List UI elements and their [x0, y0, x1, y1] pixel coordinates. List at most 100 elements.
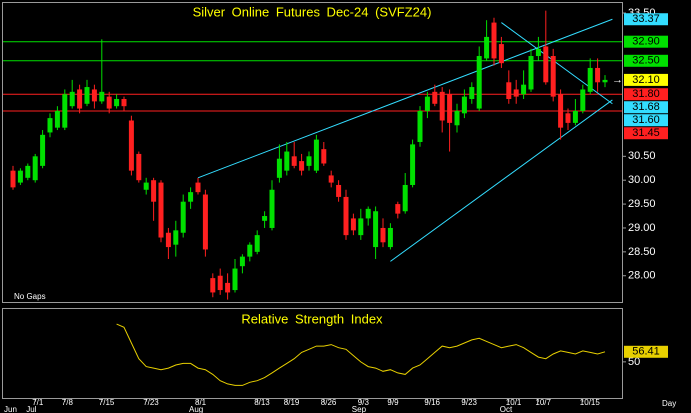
candle-body	[128, 120, 134, 171]
candle-body	[350, 218, 356, 231]
candle-body	[17, 170, 23, 183]
candle-body	[262, 216, 268, 221]
y-tick-label: 29.50	[628, 198, 656, 210]
month-label: Sep	[352, 405, 367, 413]
candle-body	[424, 96, 430, 111]
x-tick-label: 8/1	[195, 398, 207, 407]
candle-body	[454, 110, 460, 126]
candle-body	[321, 149, 327, 164]
price-box-label: 33.37	[632, 13, 660, 25]
candle-body	[47, 118, 53, 133]
candle-body	[173, 230, 179, 245]
candle-body	[77, 89, 83, 109]
candle-body	[513, 89, 519, 97]
candle-body	[395, 204, 401, 214]
candle-body	[558, 94, 564, 128]
price-box-label: 32.50	[632, 55, 660, 67]
price-box	[624, 114, 668, 127]
trendline	[390, 99, 613, 262]
candle-body	[99, 91, 105, 102]
price-box-label: 31.80	[632, 88, 660, 100]
candle-body	[469, 87, 475, 100]
candle-body	[151, 180, 157, 202]
candle-body	[91, 89, 97, 102]
x-tick-label: 7/1	[32, 398, 44, 407]
value-box	[624, 345, 668, 358]
price-box	[624, 73, 668, 86]
candle-body	[580, 89, 586, 111]
candle-body	[158, 182, 164, 238]
candle-body	[595, 67, 601, 83]
candle-body	[69, 91, 75, 107]
candle-body	[143, 182, 149, 190]
candle-body	[62, 94, 68, 128]
candle-body	[336, 184, 342, 197]
y-tick-label: 30.50	[628, 150, 656, 162]
candle-body	[106, 96, 112, 109]
candle-body	[521, 84, 527, 95]
month-label: Oct	[500, 405, 513, 413]
candle-body	[32, 156, 38, 181]
x-tick-label: 9/9	[387, 398, 399, 407]
candle-body	[328, 175, 334, 183]
x-tick-label: 8/26	[321, 398, 337, 407]
candle-body	[276, 158, 282, 178]
price-box	[624, 127, 668, 140]
price-box	[624, 101, 668, 114]
x-tick-label: 10/15	[580, 398, 601, 407]
candle-body	[343, 196, 349, 236]
x-tick-label: 7/8	[62, 398, 74, 407]
chart-title: Silver Online Futures Dec-24 (SVFZ24)	[193, 4, 432, 19]
y-tick-label: 28.00	[628, 270, 656, 282]
candle-body	[410, 144, 416, 185]
candle-body	[528, 56, 534, 90]
candle-body	[217, 275, 223, 291]
rsi-value-box: 56.41	[624, 346, 668, 358]
candle-body	[306, 156, 312, 166]
candle-body	[269, 189, 275, 228]
candle-body	[10, 170, 16, 188]
x-tick-label: 9/3	[358, 398, 370, 407]
x-tick-label: 7/15	[99, 398, 115, 407]
price-box	[624, 35, 668, 48]
candle-body	[380, 227, 386, 243]
candle-body	[239, 256, 245, 267]
x-tick-label: 8/19	[284, 398, 300, 407]
month-label: Jul	[26, 405, 36, 413]
candle-body	[506, 82, 512, 100]
candle-body	[25, 165, 31, 178]
x-tick-label: 10/1	[506, 398, 522, 407]
candle-body	[40, 134, 46, 166]
rsi-panel	[2, 308, 623, 399]
price-box-label: 32.90	[632, 36, 660, 48]
price-box	[624, 54, 668, 67]
candle-body	[180, 201, 186, 233]
price-box-label: 32.10	[632, 74, 660, 86]
price-box	[624, 13, 668, 26]
y-tick-label: 29.00	[628, 222, 656, 234]
candle-body	[313, 139, 319, 171]
candle-body	[387, 227, 393, 248]
candle-body	[136, 153, 142, 181]
candle-body	[54, 110, 60, 128]
candle-body	[432, 91, 438, 104]
candle-body	[114, 99, 120, 107]
candle-body	[587, 67, 593, 92]
candle-body	[195, 182, 201, 193]
price-box-label: 31.68	[632, 101, 660, 113]
candle-body	[358, 218, 364, 236]
x-tick-label: 9/23	[461, 398, 477, 407]
candle-body	[535, 48, 541, 57]
rsi-line	[116, 323, 606, 386]
month-label: Aug	[189, 405, 203, 413]
candle-body	[484, 36, 490, 59]
price-panel	[2, 2, 623, 303]
candle-body	[373, 211, 379, 248]
candle-body	[550, 56, 556, 97]
candle-body	[565, 113, 571, 123]
candle-body	[572, 110, 578, 123]
candle-body	[417, 110, 423, 142]
y-tick-label: 50	[628, 356, 640, 368]
candle-body	[284, 151, 290, 171]
candle-body	[439, 91, 445, 121]
